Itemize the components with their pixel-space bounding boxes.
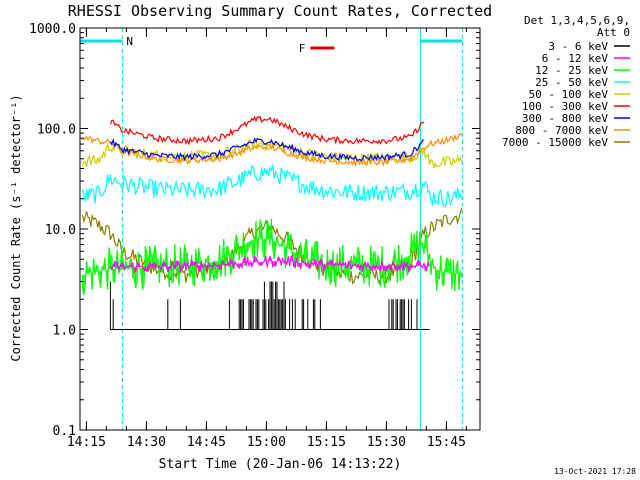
legend-entry-label: 50 - 100 keV xyxy=(529,88,609,101)
x-tick-label: 15:00 xyxy=(247,435,286,450)
y-tick-label: 0.1 xyxy=(53,424,76,439)
series-line xyxy=(109,115,425,146)
y-tick-label: 100.0 xyxy=(37,123,76,138)
series-path xyxy=(109,137,425,162)
x-axis-label: Start Time (20-Jan-06 14:13:22) xyxy=(159,457,402,472)
chart-title: RHESSI Observing Summary Count Rates, Co… xyxy=(68,2,492,20)
legend-header: Det 1,3,4,5,6,9, xyxy=(524,14,630,27)
series-path xyxy=(81,164,463,208)
annotation-label: N xyxy=(126,35,133,48)
series-path xyxy=(109,115,425,146)
annotation-label: F xyxy=(299,42,306,55)
x-tick-label: 15:30 xyxy=(367,435,406,450)
legend-entry-label: 7000 - 15000 keV xyxy=(502,136,608,149)
series-line xyxy=(82,133,463,168)
x-tick-label: 15:45 xyxy=(427,435,466,450)
series-path xyxy=(81,218,463,295)
series-line xyxy=(109,137,425,162)
legend-entry-label: 3 - 6 keV xyxy=(548,40,608,53)
x-tick-label: 14:45 xyxy=(187,435,226,450)
series-path xyxy=(109,254,431,274)
y-axis-label: Corrected Count Rate (s⁻¹ detector⁻¹) xyxy=(9,94,23,361)
series-line xyxy=(81,218,463,295)
x-tick-label: 14:30 xyxy=(127,435,166,450)
y-tick-label: 10.0 xyxy=(45,223,76,238)
y-tick-label: 1000.0 xyxy=(29,22,76,37)
legend-header: Att 0 xyxy=(597,26,630,39)
x-axis: 14:15 14:30 14:45 15:00 15:15 15:30 15:45 xyxy=(67,28,467,450)
series-path xyxy=(82,133,463,168)
legend-entry-label: 100 - 300 keV xyxy=(522,100,608,113)
legend-entry-label: 300 - 800 keV xyxy=(522,112,608,125)
plot-area: NF xyxy=(79,27,481,431)
x-tick-label: 15:15 xyxy=(307,435,346,450)
footer-date: 13-Oct-2021 17:28 xyxy=(554,467,636,476)
y-axis: 0.1 1.0 10.0 100.0 1000.0 xyxy=(29,22,480,439)
y-tick-label: 1.0 xyxy=(53,324,76,339)
series-line xyxy=(109,281,430,330)
series-line xyxy=(81,164,463,208)
legend-entry-label: 800 - 7000 keV xyxy=(515,124,608,137)
legend-entry-label: 6 - 12 keV xyxy=(542,52,609,65)
x-tick-label: 14:15 xyxy=(67,435,106,450)
series-line xyxy=(109,254,431,274)
legend-entry-label: 25 - 50 keV xyxy=(535,76,608,89)
legend-entry-label: 12 - 25 keV xyxy=(535,64,608,77)
